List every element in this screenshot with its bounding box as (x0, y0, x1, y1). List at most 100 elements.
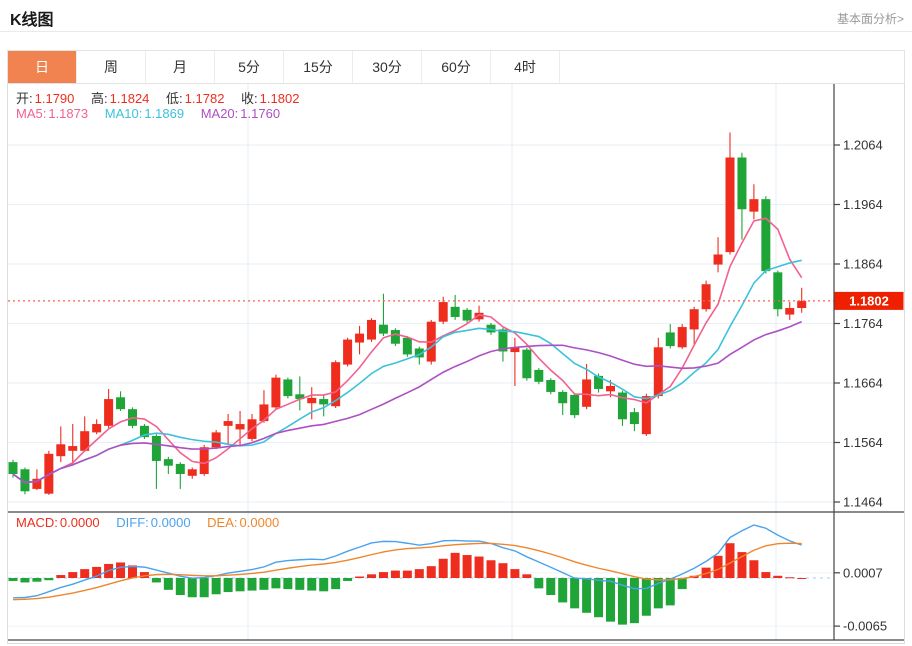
macd-bar (486, 560, 496, 578)
candle-body (558, 391, 568, 404)
candle-body (414, 348, 424, 358)
macd-bar (582, 578, 592, 613)
macd-bar (522, 574, 532, 578)
macd-bar (510, 569, 520, 578)
macd-bar (713, 555, 723, 578)
macd-bar (474, 556, 484, 578)
macd-bar (92, 566, 102, 578)
tab-4时[interactable]: 4时 (491, 51, 560, 83)
macd-bar (247, 578, 257, 591)
tab-5分[interactable]: 5分 (215, 51, 284, 83)
macd-bar (271, 578, 281, 589)
macd-bar (438, 558, 448, 578)
kline-chart-canvas: 1.2064 1.1964 1.1864 1.1764 1.1664 1.1564 1.14… (8, 84, 904, 641)
price-tick-label: 1.1664 (843, 376, 883, 391)
candle-body (199, 447, 209, 475)
candle-body (116, 397, 126, 410)
macd-bar (187, 578, 197, 598)
candle-body (175, 463, 185, 475)
candle-body (139, 425, 149, 438)
macd-bar (151, 578, 161, 583)
candle-body (689, 309, 699, 330)
candle-body (725, 157, 735, 253)
candle-body (641, 396, 651, 435)
macd-bar (546, 578, 556, 596)
macd-bar (8, 578, 18, 581)
tab-周[interactable]: 周 (77, 51, 146, 83)
price-tick-label: 1.1464 (843, 495, 883, 510)
tab-15分[interactable]: 15分 (284, 51, 353, 83)
macd-bar (761, 572, 771, 578)
macd-bar (343, 578, 353, 581)
candle-body (343, 339, 353, 365)
macd-bar (606, 578, 615, 622)
candle-body (665, 332, 675, 347)
candle-body (677, 327, 687, 348)
candlestick-panel (8, 132, 807, 495)
macd-bar (773, 575, 783, 578)
macd-bar (259, 578, 269, 590)
candle-body (20, 469, 30, 492)
macd-bar (20, 578, 30, 583)
price-tick-label: 1.1764 (843, 316, 883, 331)
candle-body (534, 369, 544, 382)
candle-body (151, 435, 161, 461)
macd-bar (665, 578, 675, 606)
candle-body (319, 399, 329, 405)
candle-body (474, 312, 484, 320)
macd-bar (594, 578, 604, 618)
candle-body (701, 284, 711, 310)
tab-月[interactable]: 月 (146, 51, 215, 83)
grid-lines (8, 84, 834, 640)
candle-body (570, 394, 580, 416)
macd-bar (44, 578, 54, 581)
macd-bar (641, 578, 651, 616)
tab-日[interactable]: 日 (8, 51, 77, 83)
macd-bar (295, 578, 305, 590)
candle-body (92, 424, 102, 433)
candle-body (761, 199, 771, 272)
candle-body (390, 330, 400, 344)
ma10-line (12, 259, 802, 484)
macd-bar (199, 578, 209, 598)
page-title: K线图 (10, 12, 54, 29)
macd-bar (785, 577, 795, 579)
candle-body (438, 302, 448, 322)
macd-bar (450, 552, 460, 578)
candle-body (68, 446, 78, 451)
macd-bar (331, 578, 341, 590)
candle-body (283, 379, 293, 397)
macd-bar (32, 578, 42, 582)
kline-chart-container: 1.2064 1.1964 1.1864 1.1764 1.1664 1.1564 1.14… (7, 84, 905, 644)
macd-bar (175, 578, 185, 596)
candle-body (749, 199, 759, 212)
candle-body (462, 309, 472, 321)
candle-body (653, 347, 663, 397)
price-tick-label: 1.1964 (843, 197, 883, 212)
candle-body (773, 272, 783, 310)
ma20-line (12, 320, 803, 484)
period-tabbar: 日周月 5分 15分 30分 60分 4时 (7, 50, 905, 84)
candle-body (367, 319, 376, 340)
candle-body (486, 324, 496, 333)
candle-body (211, 432, 221, 448)
macd-bar (558, 578, 568, 603)
macd-bar (80, 569, 90, 578)
fundamental-analysis-link[interactable]: 基本面分析> (836, 12, 904, 26)
candle-body (582, 379, 592, 407)
candle-body (307, 397, 317, 404)
macd-bar (390, 570, 400, 578)
macd-bar (414, 569, 424, 578)
macd-bar (355, 576, 365, 578)
macd-bar (378, 572, 388, 578)
current-price-tag-label: 1.1802 (849, 293, 889, 308)
candle-body (32, 478, 42, 489)
candle-body (8, 462, 18, 475)
macd-bar (570, 578, 580, 609)
tab-30分[interactable]: 30分 (353, 51, 422, 83)
tab-60分[interactable]: 60分 (422, 51, 491, 83)
price-tick-label: 1.2064 (843, 138, 883, 153)
ma5-line (12, 217, 803, 484)
macd-bar (211, 578, 221, 595)
page-header: K线图 基本面分析> (0, 0, 912, 32)
